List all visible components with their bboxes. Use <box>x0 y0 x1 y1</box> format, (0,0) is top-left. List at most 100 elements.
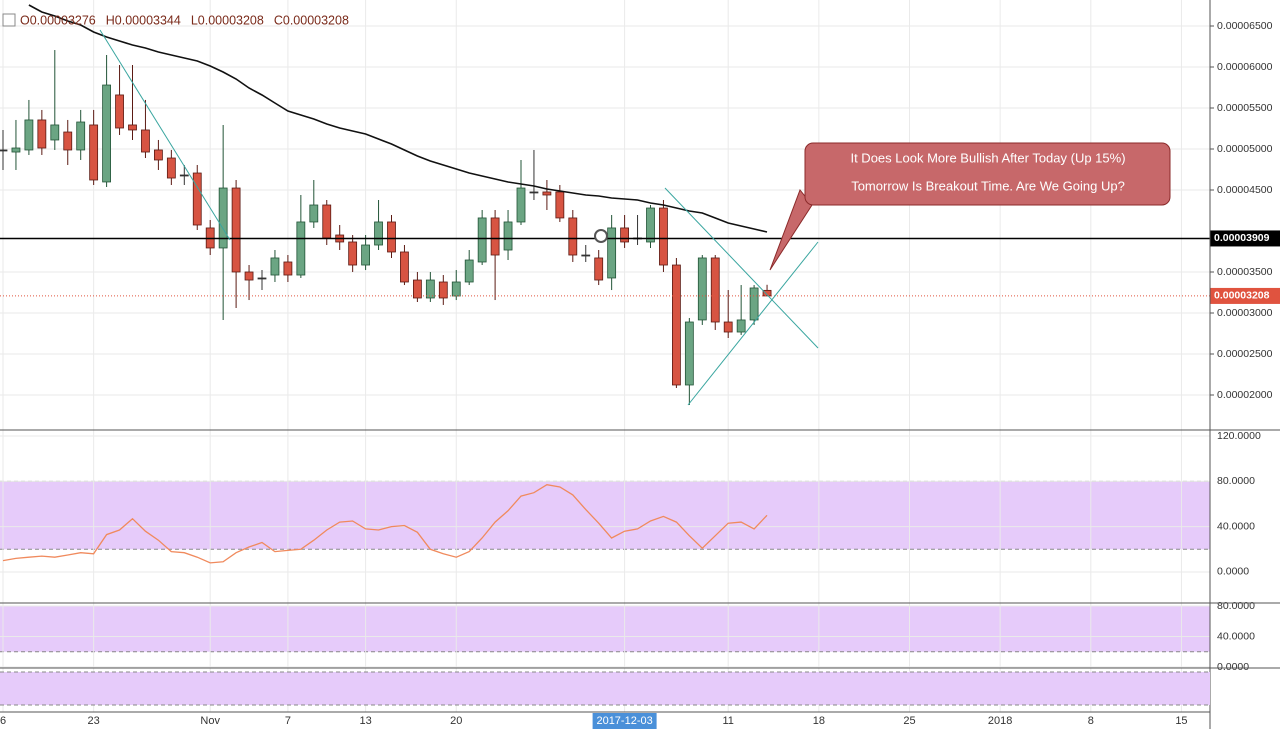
x-tick-label: 8 <box>1088 715 1094 727</box>
candle-body <box>516 187 526 223</box>
candle-body <box>697 257 707 321</box>
candle-body <box>50 124 60 141</box>
candle-body <box>568 217 578 256</box>
candle-body <box>387 221 396 253</box>
date-highlight <box>592 713 657 729</box>
hline-label-bg <box>1210 230 1280 247</box>
candle-body <box>153 149 163 161</box>
y-tick-label: 80.0000 <box>1217 600 1255 612</box>
x-tick-label: 2018 <box>988 715 1012 727</box>
y-tick-label: 0.00005000 <box>1217 143 1273 155</box>
candle-body <box>581 254 591 257</box>
band <box>0 481 1210 550</box>
candle-body <box>477 217 487 263</box>
y-tick-label: 40.0000 <box>1217 630 1255 642</box>
y-tick-label: 0.00006500 <box>1217 20 1273 32</box>
y-tick-label: 0.00003500 <box>1217 266 1273 278</box>
candle-body <box>374 221 383 246</box>
candle-body <box>503 221 513 251</box>
x-tick-label: 13 <box>359 715 371 727</box>
y-tick-label: 0.00006000 <box>1217 61 1273 73</box>
y-tick-label: 80.0000 <box>1217 475 1255 487</box>
trend-line <box>687 241 819 406</box>
candle-body <box>672 264 681 386</box>
y-tick-label: 0.00003000 <box>1217 307 1273 319</box>
candle-body <box>607 227 617 279</box>
candle-body <box>529 191 539 194</box>
candle-body <box>361 244 371 266</box>
ohlc-legend: O0.00003276 H0.00003344 L0.00003208 C0.0000… <box>20 13 349 27</box>
candle-body <box>348 241 358 266</box>
alert-marker <box>594 229 608 243</box>
callout-text: Tomorrow Is Breakout Time. Are We Going … <box>851 178 1125 193</box>
candle-body <box>63 131 73 151</box>
x-tick-label: 7 <box>285 715 291 727</box>
candle-body <box>24 119 34 151</box>
candle-body <box>115 94 124 129</box>
y-tick-label: 0.0000 <box>1217 566 1249 578</box>
candle-body <box>166 157 176 179</box>
band <box>0 605 1210 652</box>
candle-body <box>412 279 422 299</box>
y-tick-label: 40.0000 <box>1217 520 1255 532</box>
callout-box <box>804 142 1171 206</box>
candle-body <box>102 84 111 183</box>
x-tick-label: 20 <box>450 715 462 727</box>
ohlc-label: O0.00003276 <box>20 13 96 27</box>
last-price-label: 0.00003208 <box>1214 290 1270 302</box>
y-tick-label: 0.0000 <box>1217 661 1249 673</box>
ohlc-label: L0.00003208 <box>191 13 264 27</box>
candle-body <box>749 287 759 321</box>
y-tick-label: 0.00002000 <box>1217 389 1273 401</box>
x-tick-label: 23 <box>88 715 100 727</box>
moving-average <box>28 4 768 233</box>
rsi-line <box>2 484 768 564</box>
legend-icon <box>2 13 16 27</box>
callout-text: It Does Look More Bullish After Today (U… <box>850 150 1125 165</box>
candle-body <box>542 191 552 196</box>
candle-body <box>0 149 8 152</box>
ohlc-label: H0.00003344 <box>106 13 181 27</box>
candle-body <box>464 259 474 283</box>
pane3-band <box>0 672 1210 705</box>
candle-body <box>555 191 565 219</box>
candle-body <box>438 281 448 299</box>
candle-body <box>179 174 189 177</box>
trend-line <box>99 29 231 241</box>
candle-body <box>128 124 137 131</box>
candle-body <box>296 221 306 276</box>
candle-body <box>244 271 254 281</box>
candle-body <box>490 217 500 256</box>
y-tick-label: 0.00004500 <box>1217 184 1273 196</box>
y-tick-label: 0.00002500 <box>1217 348 1273 360</box>
ohlc-label: C0.00003208 <box>274 13 349 27</box>
x-tick-label: 25 <box>903 715 915 727</box>
candle-body <box>762 289 772 297</box>
x-tick-label: 15 <box>1175 715 1187 727</box>
candle-body <box>620 227 629 243</box>
candle-body <box>322 204 332 239</box>
candle-body <box>736 319 746 333</box>
candle-body <box>425 279 435 299</box>
hline-label: 0.00003909 <box>1214 232 1270 244</box>
candle-body <box>710 257 720 323</box>
x-tick-label: 2017-12-03 <box>596 715 652 727</box>
candle-body <box>192 172 202 226</box>
candle-body <box>141 129 150 153</box>
candle-body <box>659 207 668 266</box>
y-tick-label: 120.0000 <box>1217 430 1261 442</box>
trend-line <box>664 187 819 349</box>
x-tick-label: 18 <box>813 715 825 727</box>
candle-body <box>283 261 293 276</box>
y-tick-label: 0.00005500 <box>1217 102 1273 114</box>
last-price-bg <box>1210 287 1280 304</box>
candle-body <box>11 147 21 153</box>
candle-body <box>218 187 228 249</box>
candle-body <box>594 257 604 281</box>
x-tick-label: 6 <box>0 715 6 727</box>
x-tick-label: 11 <box>722 715 733 727</box>
candle-body <box>723 321 733 333</box>
candle-body <box>451 281 461 297</box>
